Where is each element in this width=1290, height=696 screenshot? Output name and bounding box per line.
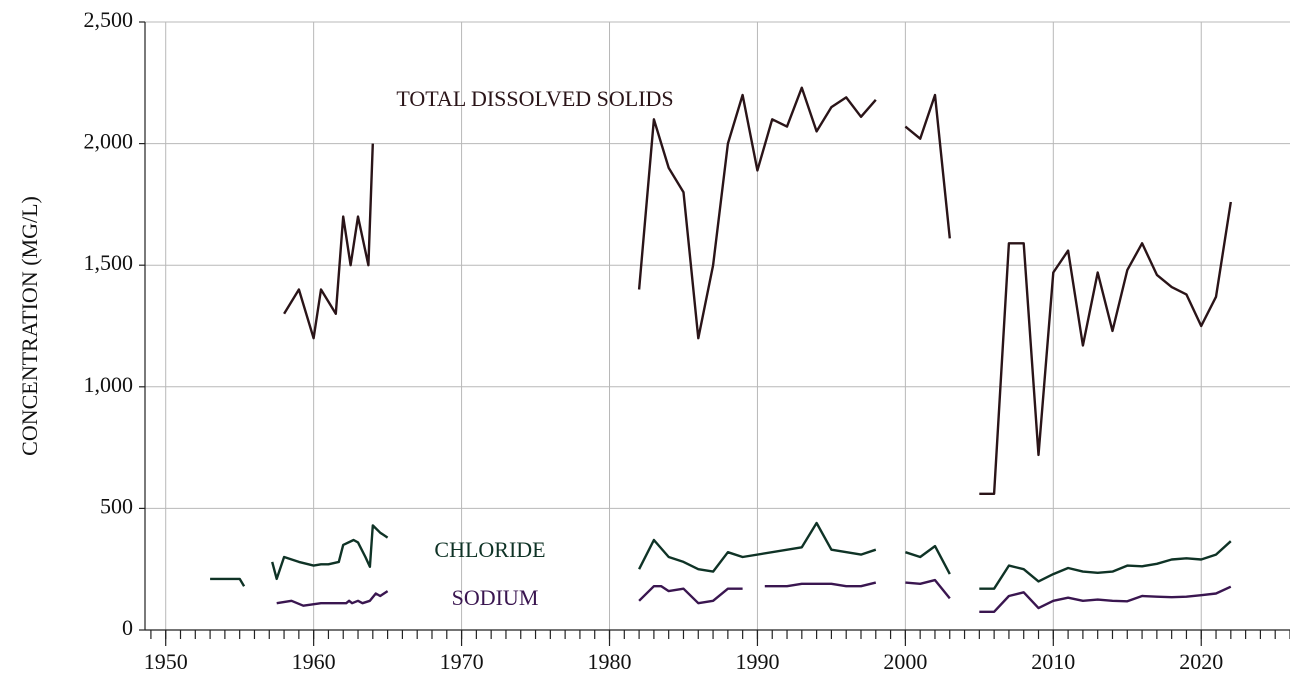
series-line xyxy=(210,521,1232,590)
y-tick-label: 1,000 xyxy=(84,372,134,397)
x-tick-label: 1980 xyxy=(588,649,632,674)
x-tick-label: 1970 xyxy=(440,649,484,674)
x-tick-label: 1950 xyxy=(144,649,188,674)
series-label: CHLORIDE xyxy=(434,537,545,562)
y-tick-label: 2,500 xyxy=(84,7,134,32)
series-label: TOTAL DISSOLVED SOLIDS xyxy=(396,86,673,111)
x-tick-label: 2020 xyxy=(1179,649,1223,674)
x-tick-label: 1960 xyxy=(292,649,336,674)
x-tick-label: 2000 xyxy=(883,649,927,674)
series-label: SODIUM xyxy=(452,585,539,610)
y-tick-label: 2,000 xyxy=(84,129,134,154)
y-tick-label: 1,500 xyxy=(84,250,134,275)
y-axis-label: CONCENTRATION (MG/L) xyxy=(17,196,42,456)
series-line xyxy=(283,86,1232,495)
x-tick-label: 1990 xyxy=(735,649,779,674)
y-tick-label: 500 xyxy=(100,493,133,518)
series-line xyxy=(276,578,1232,613)
x-tick-label: 2010 xyxy=(1031,649,1075,674)
y-tick-label: 0 xyxy=(122,615,133,640)
